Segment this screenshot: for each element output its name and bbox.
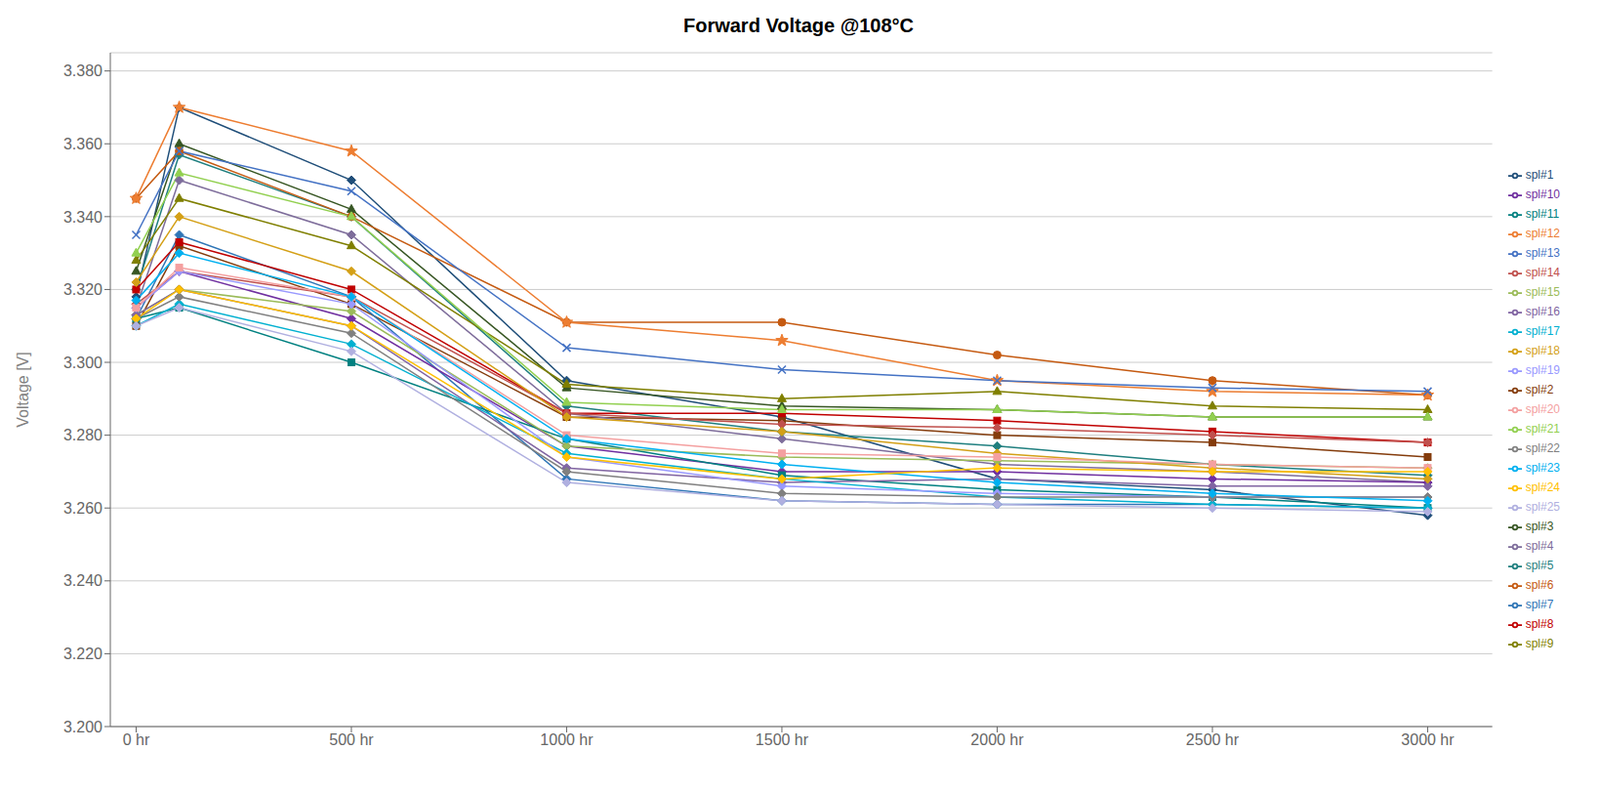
html-text:spl#5: spl#5 [1525,558,1554,573]
svg-text:3.380: 3.380 [63,62,103,80]
svg-text:3.220: 3.220 [63,645,103,662]
html-text:spl#15: spl#15 [1525,285,1560,299]
svg-text:2000 hr: 2000 hr [970,731,1025,748]
html-text:spl#8: spl#8 [1525,616,1554,631]
svg-text:3000 hr: 3000 hr [1400,731,1455,748]
html-text:spl#13: spl#13 [1525,246,1560,260]
svg-text:1500 hr: 1500 hr [755,731,810,748]
html-text:spl#19: spl#19 [1525,363,1560,377]
html-text:spl#22: spl#22 [1525,441,1560,455]
html-text:spl#11: spl#11 [1525,206,1560,221]
svg-text:Voltage [V]: Voltage [V] [14,351,32,427]
html-text:Forward Voltage @108°C: Forward Voltage @108°C [683,14,914,37]
svg-text:3.320: 3.320 [63,281,103,298]
html-text:spl#25: spl#25 [1525,499,1560,514]
html-text:spl#18: spl#18 [1525,343,1560,358]
svg-text:3.260: 3.260 [63,499,103,517]
svg-text:3.240: 3.240 [63,572,103,589]
html-text:spl#9: spl#9 [1525,636,1554,651]
svg-text:2500 hr: 2500 hr [1186,731,1240,748]
svg-text:1000 hr: 1000 hr [539,731,594,748]
html-text:spl#2: spl#2 [1525,382,1554,397]
svg-text:3.300: 3.300 [63,354,103,371]
html-text:spl#10: spl#10 [1525,187,1560,202]
html-text:spl#12: spl#12 [1525,226,1560,241]
html-text:spl#23: spl#23 [1525,460,1560,475]
html-text:spl#14: spl#14 [1525,265,1560,280]
html-text:spl#3: spl#3 [1525,519,1554,534]
html-text:spl#17: spl#17 [1525,324,1560,338]
html-text:spl#16: spl#16 [1525,304,1560,319]
svg-text:3.360: 3.360 [63,135,103,153]
html-text:spl#21: spl#21 [1525,421,1560,436]
html-text:spl#6: spl#6 [1525,577,1554,592]
svg-text:3.200: 3.200 [63,718,103,736]
html-text:spl#20: spl#20 [1525,402,1560,416]
svg-text:3.280: 3.280 [63,426,103,444]
svg-text:500 hr: 500 hr [328,731,374,748]
html-text:spl#1: spl#1 [1525,167,1554,182]
html-text:spl#24: spl#24 [1525,480,1560,494]
svg-text:0 hr: 0 hr [123,731,151,748]
html-text:spl#7: spl#7 [1525,597,1554,612]
html-text:spl#4: spl#4 [1525,538,1554,553]
svg-text:3.340: 3.340 [63,208,103,226]
